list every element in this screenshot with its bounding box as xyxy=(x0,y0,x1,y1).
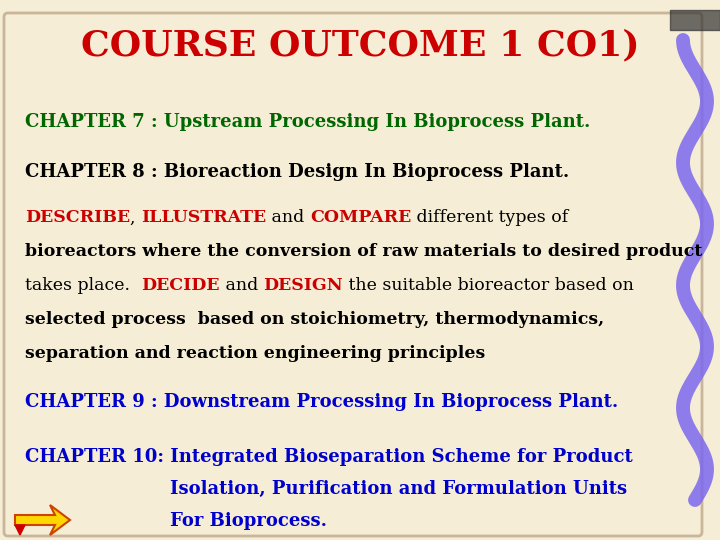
Polygon shape xyxy=(15,505,70,535)
Text: CHAPTER 8 : Bioreaction Design In Bioprocess Plant.: CHAPTER 8 : Bioreaction Design In Biopro… xyxy=(25,163,570,181)
Text: takes place.: takes place. xyxy=(25,278,141,294)
Text: different types of: different types of xyxy=(411,210,569,226)
Text: DESCRIBE: DESCRIBE xyxy=(25,210,130,226)
Text: separation and reaction engineering principles: separation and reaction engineering prin… xyxy=(25,346,485,362)
Text: For Bioprocess.: For Bioprocess. xyxy=(170,512,327,530)
Text: selected process  based on stoichiometry, thermodynamics,: selected process based on stoichiometry,… xyxy=(25,312,604,328)
Text: CHAPTER 9 : Downstream Processing In Bioprocess Plant.: CHAPTER 9 : Downstream Processing In Bio… xyxy=(25,393,618,411)
Text: COURSE OUTCOME 1 CO1): COURSE OUTCOME 1 CO1) xyxy=(81,28,639,62)
Text: ,: , xyxy=(130,210,141,226)
Text: Isolation, Purification and Formulation Units: Isolation, Purification and Formulation … xyxy=(170,480,627,498)
Text: and: and xyxy=(266,210,310,226)
Text: DECIDE: DECIDE xyxy=(141,278,220,294)
Text: the suitable bioreactor based on: the suitable bioreactor based on xyxy=(343,278,634,294)
Text: CHAPTER 10: Integrated Bioseparation Scheme for Product: CHAPTER 10: Integrated Bioseparation Sch… xyxy=(25,448,633,466)
Text: COMPARE: COMPARE xyxy=(310,210,411,226)
Text: DESIGN: DESIGN xyxy=(264,278,343,294)
Text: CHAPTER 7 : Upstream Processing In Bioprocess Plant.: CHAPTER 7 : Upstream Processing In Biopr… xyxy=(25,113,590,131)
Text: and: and xyxy=(220,278,264,294)
FancyBboxPatch shape xyxy=(4,13,702,536)
Text: bioreactors where the conversion of raw materials to desired product: bioreactors where the conversion of raw … xyxy=(25,244,703,260)
Text: ILLUSTRATE: ILLUSTRATE xyxy=(141,210,266,226)
Polygon shape xyxy=(15,525,25,535)
